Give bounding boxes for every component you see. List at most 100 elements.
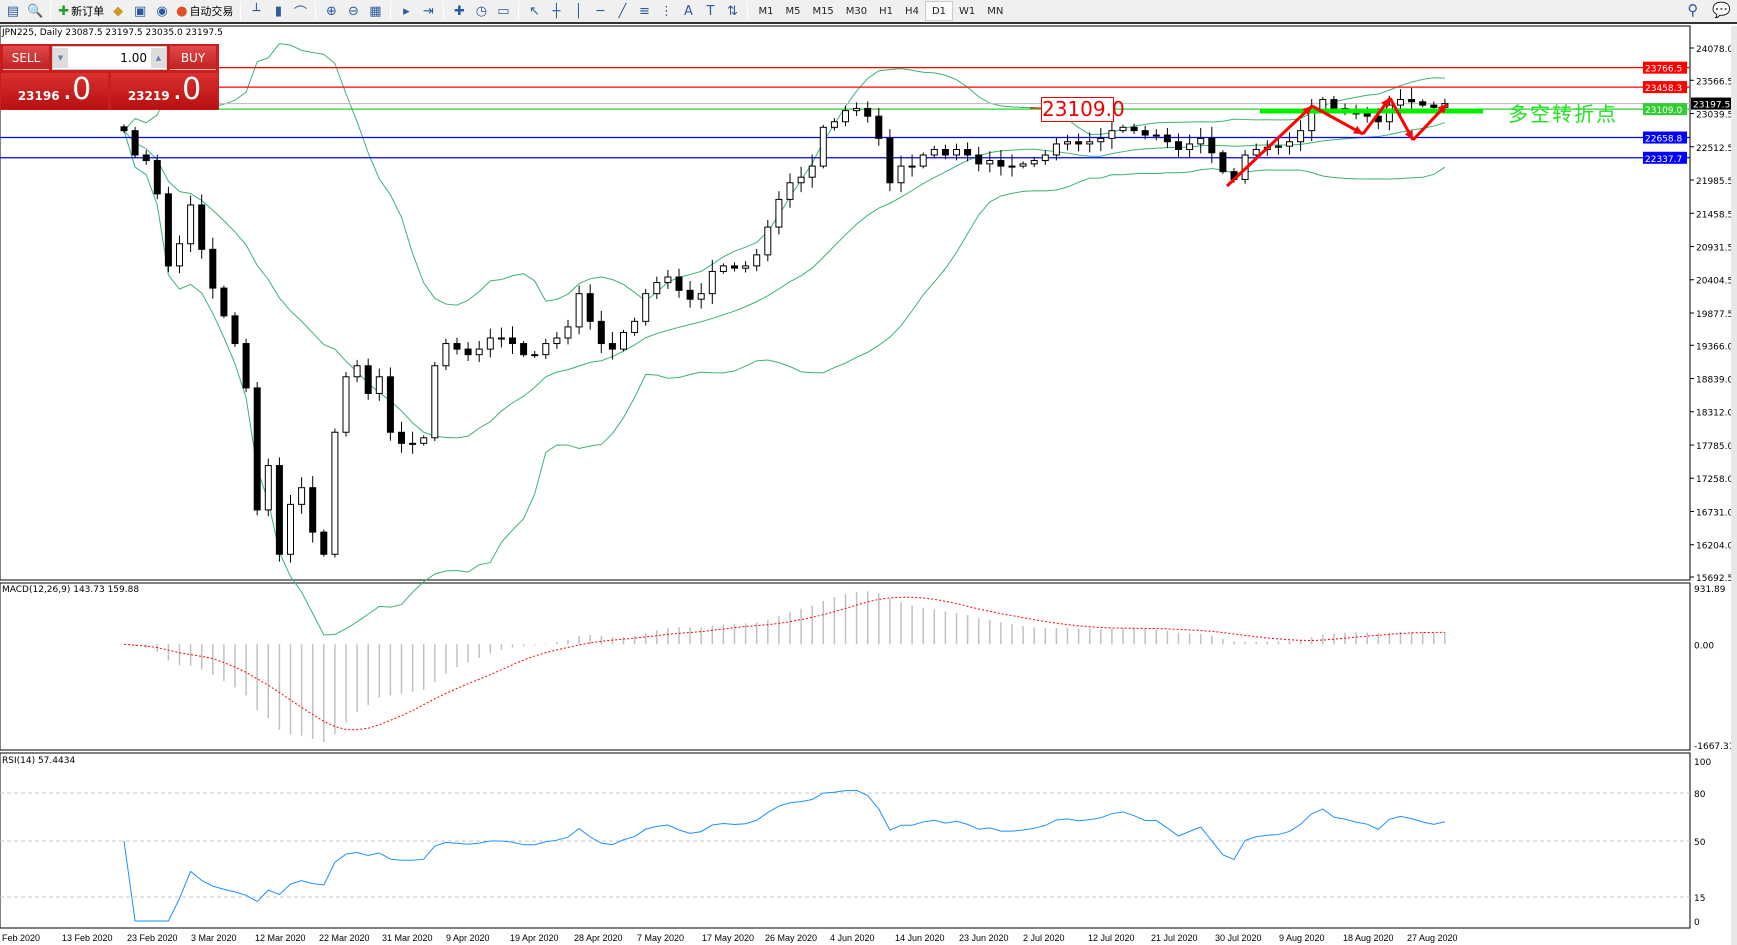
scrollbar[interactable]	[1731, 26, 1737, 945]
turning-point-annotation[interactable]: 多空转折点	[1508, 102, 1618, 126]
candle-bear	[1175, 141, 1182, 151]
toolbar-separator	[50, 2, 52, 20]
date-axis-label: 9 Aug 2020	[1279, 933, 1325, 943]
arrowhead-icon	[1381, 98, 1390, 108]
candle-bear	[309, 487, 317, 533]
timeframe-d1[interactable]: D1	[924, 1, 953, 21]
chart-shift-icon[interactable]: ⇥	[422, 3, 434, 19]
volume-stepper[interactable]: ▼ 1.00 ▲	[52, 46, 167, 70]
candle-bull	[187, 204, 195, 245]
fibonacci-icon[interactable]: ≡	[638, 3, 650, 19]
timeframe-m30[interactable]: M30	[845, 5, 868, 17]
date-axis-label: 23 Jun 2020	[959, 933, 1009, 943]
auto-scroll-icon[interactable]: ▸	[403, 3, 410, 19]
volume-input[interactable]: 1.00	[120, 51, 147, 65]
timeframe-m5[interactable]: M5	[785, 5, 801, 17]
date-axis-label: 7 May 2020	[637, 933, 684, 943]
signal-icon[interactable]: ◉	[156, 3, 168, 19]
buy-price-button[interactable]: 23219 .0	[111, 73, 218, 109]
candle-bull	[853, 107, 861, 112]
candle-bull	[176, 243, 183, 267]
text-icon[interactable]: A	[683, 3, 693, 19]
candle-bull	[298, 487, 306, 505]
candle-bull	[1274, 145, 1282, 148]
price-axis-label: 21985.5	[1696, 177, 1733, 187]
candle-bull	[1308, 110, 1316, 132]
chat-icon[interactable]: 💬	[1712, 1, 1731, 19]
timeframe-h1[interactable]: H1	[879, 5, 894, 17]
zoom-chart-icon[interactable]: 🔍	[27, 3, 44, 19]
candle-bull	[620, 331, 627, 350]
new-chart-icon[interactable]: ▤	[6, 3, 20, 19]
trendline-icon[interactable]: ╱	[618, 3, 627, 19]
price-axis-label: 18839.0	[1696, 376, 1733, 386]
horizontal-line-icon[interactable]: ─	[596, 3, 605, 19]
timeframe-h4[interactable]: H4	[905, 5, 919, 17]
candle-bull	[1041, 154, 1049, 162]
price-label-bg	[1691, 97, 1735, 110]
new-order-icon[interactable]: ✚ 新订单	[58, 3, 105, 19]
channel-icon[interactable]: ⋮	[659, 3, 673, 19]
history-icon[interactable]: ▣	[133, 3, 147, 19]
bar-chart-icon[interactable]: ┴	[252, 3, 261, 19]
toolbar-separator	[240, 2, 242, 20]
vertical-line-icon[interactable]: │	[574, 3, 583, 19]
cursor-icon[interactable]: ↖	[528, 3, 540, 19]
chart-title: JPN225, Daily 23087.5 23197.5 23035.0 23…	[2, 28, 223, 38]
candle-bull	[542, 343, 550, 356]
price-axis-label: 17258.0	[1696, 475, 1733, 485]
trend-arrow	[1311, 104, 1364, 136]
zoom-in-icon[interactable]: ⊕	[325, 3, 337, 19]
date-axis-label: 19 Apr 2020	[510, 933, 559, 943]
macd-axis-label: 0.00	[1694, 641, 1714, 651]
price-annotation-box[interactable]: 23109.0	[1041, 97, 1125, 122]
volume-up-icon[interactable]: ▲	[151, 48, 166, 68]
candle-bear	[209, 248, 217, 289]
candle-bull	[342, 376, 350, 433]
line-chart-icon[interactable]: ⌒	[293, 5, 307, 21]
indicators-icon[interactable]: ✚	[453, 3, 465, 19]
candle-bear	[153, 160, 161, 195]
price-label-bg	[1643, 61, 1687, 74]
tile-windows-icon[interactable]: ▦	[369, 3, 382, 19]
price-line-label: 23109.0	[1645, 106, 1682, 116]
toolbar-separator	[390, 2, 392, 20]
arrows-icon[interactable]: ⇅	[726, 3, 738, 19]
candle-bear	[386, 376, 394, 433]
candle-bear	[1430, 104, 1438, 108]
candle-bull	[442, 343, 450, 367]
crosshair-icon[interactable]: ┼	[552, 3, 561, 19]
date-axis-label: 21 Jul 2020	[1151, 933, 1198, 943]
bollinger-middle	[123, 122, 1446, 439]
candle-bull	[986, 160, 994, 165]
volume-down-icon[interactable]: ▼	[53, 48, 68, 68]
timeframe-w1[interactable]: W1	[959, 5, 976, 17]
date-axis-label: 4 Jun 2020	[830, 933, 875, 943]
timeframe-m15[interactable]: M15	[812, 5, 834, 17]
candle-bear	[453, 343, 461, 350]
timeframe-m1[interactable]: M1	[758, 5, 774, 17]
auto-trading-icon[interactable]: ● 自动交易	[176, 3, 234, 19]
candle-bear	[1075, 141, 1083, 145]
candlestick-icon[interactable]: ▮	[274, 3, 283, 19]
candle-bear	[398, 431, 405, 444]
gold-icon[interactable]: ◆	[113, 3, 124, 19]
toolbar-separator	[443, 2, 445, 20]
templates-icon[interactable]: ▭	[497, 3, 510, 19]
candle-bear	[142, 154, 150, 162]
price-label-bg	[1643, 131, 1687, 144]
text-label-icon[interactable]: T	[706, 3, 715, 19]
candle-bull	[409, 442, 417, 445]
timeframe-mn[interactable]: MN	[987, 5, 1004, 17]
candle-bear	[997, 160, 1005, 167]
search-icon[interactable]: ⚲	[1687, 1, 1699, 19]
macd-label: MACD(12,26,9) 143.73 159.88	[2, 585, 140, 595]
date-axis-label: 9 Apr 2020	[446, 933, 490, 943]
sell-button[interactable]: SELL	[3, 46, 49, 70]
zoom-out-icon[interactable]: ⊖	[347, 3, 359, 19]
buy-button[interactable]: BUY	[170, 46, 216, 70]
sell-price-button[interactable]: 23196 .0	[1, 73, 108, 109]
candle-bear	[586, 293, 594, 322]
periods-icon[interactable]: ◷	[475, 3, 488, 19]
